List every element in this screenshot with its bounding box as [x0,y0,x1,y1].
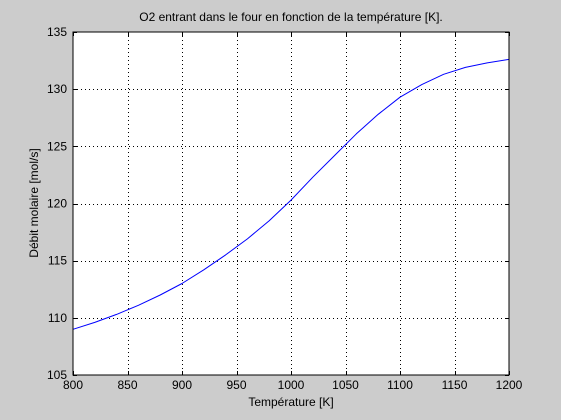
x-tick-label: 850 [117,378,137,392]
x-tick-labels: 800 850 900 950 1000 1050 1100 1150 1200 [63,378,523,392]
x-tick-label: 1100 [387,378,413,392]
x-tick-label: 1000 [278,378,305,392]
y-tick-label: 120 [47,197,67,211]
x-tick-label: 800 [63,378,83,392]
y-tick-label: 135 [47,25,67,39]
y-tick-labels: 105 110 115 120 125 130 135 [47,25,67,382]
chart-title: O2 entrant dans le four en fonction de l… [139,10,443,24]
tick-marks [73,32,510,376]
plot-area [73,32,509,375]
y-tick-label: 115 [48,254,67,268]
x-tick-label: 900 [172,378,192,392]
y-tick-label: 125 [47,139,67,153]
x-tick-label: 1150 [442,378,468,392]
y-tick-label: 130 [47,82,67,96]
x-tick-label: 1200 [496,378,523,392]
x-tick-label: 1050 [332,378,359,392]
series-line [72,58,510,330]
y-tick-label: 105 [47,368,67,382]
y-tick-label: 110 [48,311,67,325]
x-axis-label: Température [K] [248,395,333,409]
x-tick-label: 950 [226,378,246,392]
series-layer [72,58,510,330]
y-axis-label: Débit molaire [mol/s] [27,148,41,257]
grid-lines [73,32,509,375]
